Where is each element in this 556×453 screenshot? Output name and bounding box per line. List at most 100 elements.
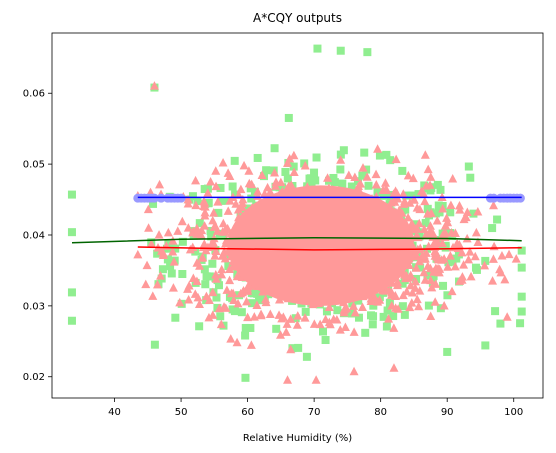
triangle-point: [350, 307, 360, 317]
triangle-point: [146, 239, 156, 248]
triangle-point: [431, 279, 441, 288]
triangle-point: [200, 210, 210, 220]
triangle-point: [419, 267, 429, 277]
triangle-point: [425, 180, 435, 189]
triangle-point: [217, 269, 227, 279]
triangle-point: [464, 254, 474, 264]
triangle-point: [455, 205, 465, 214]
square-point: [443, 291, 452, 300]
square-point: [250, 187, 259, 196]
triangle-point: [442, 213, 452, 222]
triangle-point: [398, 290, 408, 300]
triangle-point: [209, 208, 219, 217]
x-tick-label: 100: [504, 407, 523, 418]
triangle-point: [276, 330, 286, 339]
triangle-point: [430, 246, 440, 256]
y-tick-label: 0.04: [23, 230, 45, 241]
triangle-point: [466, 271, 476, 281]
triangle-point: [163, 227, 173, 237]
square-point: [321, 336, 330, 345]
square-point: [270, 144, 279, 153]
triangle-point: [300, 160, 310, 170]
square-point: [368, 320, 377, 329]
series-2-line: [137, 246, 522, 251]
triangle-point: [405, 198, 415, 207]
triangle-point: [226, 334, 236, 343]
triangle-point: [154, 230, 164, 239]
square-point: [491, 307, 500, 316]
triangle-point: [225, 264, 235, 274]
square-point: [153, 249, 162, 258]
chart-title: A*CQY outputs: [253, 11, 342, 25]
square-point: [214, 208, 223, 217]
triangle-point: [423, 164, 433, 174]
square-point: [166, 262, 175, 271]
triangle-point: [232, 337, 242, 347]
square-point: [423, 204, 432, 213]
square-point: [171, 244, 180, 253]
triangle-point: [270, 181, 280, 190]
square-point: [247, 194, 256, 203]
triangle-point: [199, 196, 209, 206]
square-point: [330, 178, 339, 187]
triangle-point: [350, 172, 360, 182]
square-point: [171, 313, 180, 322]
triangle-point: [193, 292, 203, 302]
square-point: [294, 343, 303, 352]
triangle-point: [243, 284, 253, 293]
triangle-point: [155, 179, 165, 189]
square-point: [224, 262, 233, 271]
square-point: [67, 288, 76, 297]
square-point: [488, 224, 497, 233]
square-point: [421, 218, 430, 227]
triangle-point: [480, 260, 490, 270]
triangle-point: [211, 246, 221, 255]
triangle-point: [177, 216, 187, 226]
square-point: [386, 156, 395, 165]
square-point: [444, 258, 453, 267]
triangle-point: [489, 200, 499, 210]
square-point: [214, 281, 223, 290]
triangle-point: [311, 375, 321, 384]
triangle-point: [465, 247, 475, 256]
square-point: [433, 180, 442, 189]
square-point: [313, 44, 322, 53]
square-point: [382, 322, 391, 331]
series-1-line: [71, 237, 522, 244]
triangle-point: [281, 327, 291, 336]
triangle-point: [144, 223, 154, 232]
triangle-point: [283, 158, 293, 167]
triangle-point: [209, 238, 219, 247]
triangle-point: [309, 319, 319, 328]
triangle-point: [148, 291, 158, 300]
triangle-point: [219, 302, 229, 311]
square-point: [469, 209, 478, 218]
square-point: [329, 173, 338, 182]
triangle-point: [391, 154, 401, 164]
square-point: [481, 341, 490, 350]
triangle-point: [286, 180, 296, 190]
triangle-point: [211, 181, 221, 191]
triangle-point: [195, 261, 205, 270]
square-point: [200, 265, 209, 274]
square-point: [208, 259, 217, 268]
triangle-point: [149, 81, 159, 90]
triangle-point: [373, 297, 383, 306]
triangle-point: [208, 287, 218, 297]
square-point: [67, 228, 76, 237]
triangle-point: [289, 167, 299, 177]
triangle-point: [423, 261, 433, 270]
square-point: [207, 232, 216, 241]
square-point: [336, 150, 345, 159]
square-point: [383, 306, 392, 315]
triangle-point: [389, 323, 399, 332]
triangle-point: [471, 227, 481, 237]
square-point: [241, 331, 250, 340]
square-point: [228, 305, 237, 314]
triangle-point: [175, 297, 185, 307]
square-point: [347, 182, 356, 191]
triangle-point: [192, 229, 202, 238]
square-point: [178, 237, 187, 246]
square-point: [353, 177, 362, 186]
x-tick-label: 90: [441, 407, 454, 418]
